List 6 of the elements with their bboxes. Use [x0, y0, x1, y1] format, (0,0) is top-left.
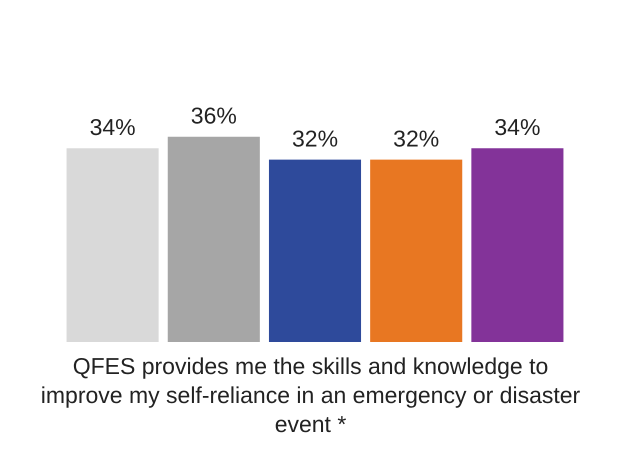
- x-axis-title: QFES provides me the skills and knowledge to improve my self-reliance in an emergency or disaster event *: [40, 352, 582, 439]
- data-label: 32%: [393, 125, 440, 152]
- data-label: 32%: [292, 125, 338, 152]
- data-label: 34%: [494, 114, 540, 140]
- data-label: 36%: [190, 102, 237, 129]
- data-label: 34%: [90, 114, 136, 140]
